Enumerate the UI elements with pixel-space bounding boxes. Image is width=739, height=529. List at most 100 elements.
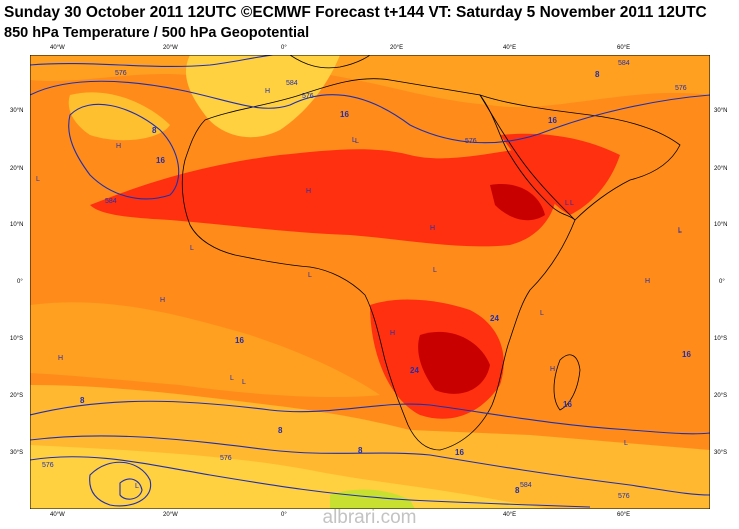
geopotential-label: 576 [465,138,477,145]
lon-label-20w-bottom: 20°W [163,512,178,518]
pressure-centre-l: L [230,375,234,382]
temp-label: 24 [490,314,499,323]
madagascar-coastline [553,354,581,411]
hot-band-arabia [500,133,620,215]
geopotential-label: 576 [42,462,54,469]
contour-low-core [119,478,143,500]
lat-label-0-right: 0° [719,279,725,285]
temp-label: 16 [340,110,349,119]
hot-band-sahel [90,145,558,247]
lat-label-20s-right: 20°S [714,393,728,399]
africa-coastline [181,78,576,451]
geopotential-label: 576 [115,70,127,77]
pressure-centres: H L H H L H L L L L H H L H L L L H L H … [36,88,682,490]
temp-label: 8 [358,446,363,455]
temp-label: 8 [80,396,85,405]
temperature-band-south-atlantic [30,302,380,397]
geopotential-label: 576 [618,493,630,500]
pressure-centre-l: L [433,267,437,274]
geopotential-label: 584 [618,60,630,67]
pressure-centre-l: L [352,137,356,144]
chart-subtitle: 850 hPa Temperature / 500 hPa Geopotenti… [4,25,310,41]
lon-label-40e-bottom: 40°E [503,512,517,518]
geopotential-label: 584 [520,482,532,489]
temp-label: 16 [563,400,572,409]
lat-label-30n: 30°N [10,108,24,114]
pressure-centre-l: L [355,138,359,145]
lon-label-40w: 40°W [50,45,65,51]
temp-label: 16 [682,350,691,359]
pressure-centre-h: H [58,355,63,362]
contour-560-south [30,456,591,508]
temp-label: 16 [235,336,244,345]
temp-label: 16 [548,116,557,125]
lat-label-20n: 20°N [10,166,24,172]
temp-label: 16 [455,448,464,457]
cool-band-northwest [185,55,340,138]
geopotential-label: 576 [302,93,314,100]
temp-label: 16 [156,156,165,165]
lat-label-20n-right: 20°N [714,166,728,172]
geopotential-contours [30,55,710,508]
chart-title: Sunday 30 October 2011 12UTC ©ECMWF Fore… [4,4,707,21]
pressure-centre-l: L [678,227,682,234]
very-hot-core-southern-africa [418,331,490,394]
cold-band-south [330,489,415,509]
pressure-centre-l: L [190,245,194,252]
pressure-centre-h: H [265,88,270,95]
contour-568-south [30,435,710,496]
temp-label: 8 [152,126,157,135]
pressure-centre-l: L [36,176,40,183]
lat-label-0: 0° [17,279,23,285]
lat-label-30s-right: 30°S [714,450,728,456]
pressure-centre-l: L [135,483,139,490]
cool-band-south [30,445,550,509]
pressure-centre-l: L [624,440,628,447]
very-hot-core-horn [490,184,545,221]
pressure-centre-h: H [390,330,395,337]
contour-568 [30,55,310,67]
lon-label-60e: 60°E [617,45,631,51]
temperature-labels: 8 16 16 16 24 24 16 16 16 8 8 16 8 8 8 [80,70,691,495]
lon-label-40e: 40°E [503,45,517,51]
pressure-centre-h: H [116,143,121,150]
pressure-centre-h: H [645,278,650,285]
temp-label: 8 [515,486,520,495]
weather-map: 8 16 16 16 24 24 16 16 16 8 8 16 8 8 8 5… [30,55,710,509]
contour-584-high [68,103,180,200]
pressure-centre-h: H [160,297,165,304]
lon-label-20w: 20°W [163,45,178,51]
contour-576-south [30,400,710,435]
geopotential-label: 584 [286,80,298,87]
pressure-centre-l: L [678,228,682,235]
temp-label: 8 [595,70,600,79]
pressure-centre-h: H [306,188,311,195]
lat-label-20s: 20°S [10,393,24,399]
lon-label-60e-bottom: 60°E [617,512,631,518]
pressure-centre-l: L [565,200,569,207]
geopotential-label: 576 [675,85,687,92]
lat-label-10n: 10°N [10,222,24,228]
lat-label-10s: 10°S [10,336,24,342]
lat-label-10s-right: 10°S [714,336,728,342]
pressure-centre-l: L [540,310,544,317]
geopotential-labels: 576 576 584 576 576 584 584 576 576 584 … [42,60,687,500]
arabia-coastline [479,94,681,221]
contour-low-south-atlantic [89,461,152,507]
lon-label-0-bottom: 0° [281,512,287,518]
lon-label-20e: 20°E [390,45,404,51]
pressure-centre-l: L [242,379,246,386]
europe-coastline [289,55,371,69]
geopotential-label: 584 [105,198,117,205]
pressure-centre-l: L [308,272,312,279]
lon-label-0: 0° [281,45,287,51]
watermark: albrari.com [322,507,417,528]
temp-label: 8 [278,426,283,435]
pressure-centre-h: H [430,225,435,232]
temp-label: 24 [410,366,419,375]
pressure-centre-h: H [550,366,555,373]
lon-label-40w-bottom: 40°W [50,512,65,518]
contour-576-north [30,80,710,144]
pressure-centre-l: L [570,200,574,207]
lat-label-30s: 30°S [10,450,24,456]
